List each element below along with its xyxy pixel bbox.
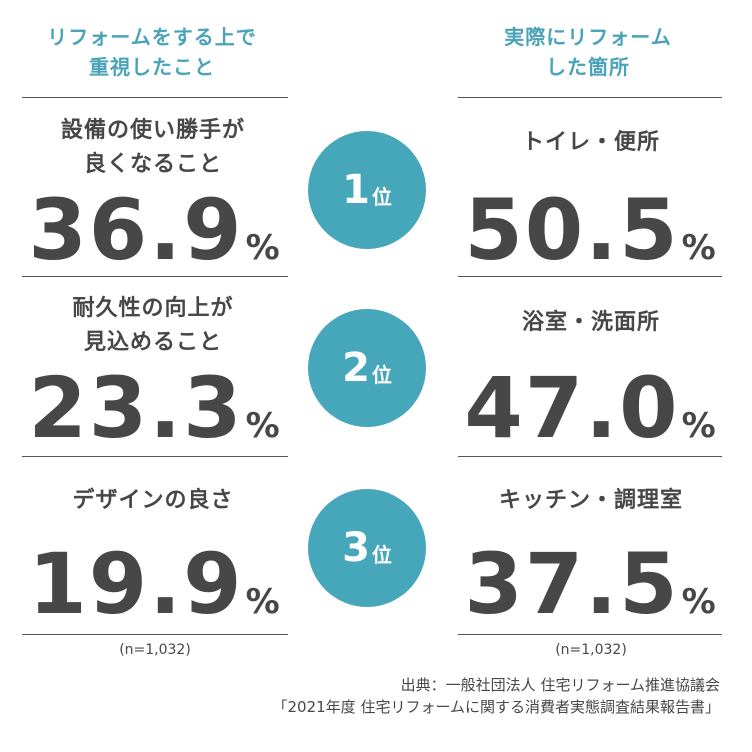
rank-3-left-value: 19.9%	[28, 535, 280, 633]
source-line-2: 「2021年度 住宅リフォームに関する消費者実態調査結果報告書」	[272, 698, 721, 716]
source-line-1: 出典：一般社団法人 住宅リフォーム推進協議会	[400, 676, 720, 694]
divider	[22, 97, 288, 98]
rank-2-left-label: 耐久性の向上が 見込めること	[72, 296, 234, 355]
divider	[458, 456, 722, 457]
rank-2-left-value: 23.3%	[28, 359, 280, 457]
divider	[458, 97, 722, 98]
rank-3-right-label: キッチン・調理室	[498, 488, 683, 513]
left-sample-size: (n=1,032)	[119, 642, 191, 658]
rank-3-left-label: デザインの良さ	[72, 488, 234, 513]
rank-1-right-label: トイレ・便所	[521, 130, 660, 155]
rank-2-right-value: 47.0%	[464, 359, 716, 457]
divider	[458, 276, 722, 277]
left-column-title: リフォームをする上で 重視したこと	[47, 25, 257, 79]
rank-1-left-value: 36.9%	[28, 181, 280, 279]
rank-2-right-label: 浴室・洗面所	[521, 310, 660, 335]
divider	[22, 456, 288, 457]
divider	[22, 634, 288, 635]
right-column-title: 実際にリフォーム した箇所	[504, 25, 672, 79]
rank-1-left-label: 設備の使い勝手が 良くなること	[60, 118, 245, 177]
rank-3-right-value: 37.5%	[464, 535, 716, 633]
rank-1-right-value: 50.5%	[464, 181, 716, 279]
right-sample-size: (n=1,032)	[555, 642, 627, 658]
divider	[458, 634, 722, 635]
divider	[22, 276, 288, 277]
